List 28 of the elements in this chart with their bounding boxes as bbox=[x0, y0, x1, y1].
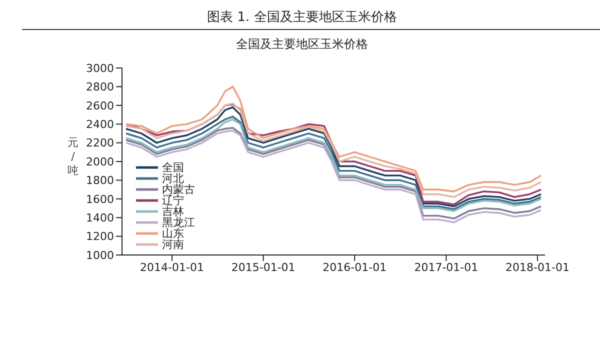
legend-label: 吉林 bbox=[162, 205, 184, 218]
y-tick-label: 2000 bbox=[86, 155, 114, 168]
y-tick-label: 2200 bbox=[86, 136, 114, 150]
y-tick-label: 2800 bbox=[86, 80, 114, 94]
y-tick-label: 1400 bbox=[86, 212, 114, 225]
y-tick-label: 2400 bbox=[86, 118, 114, 132]
y-tick-label: 1600 bbox=[86, 192, 114, 206]
x-tick-label: 2014-01-01 bbox=[140, 260, 204, 274]
line-series bbox=[125, 86, 542, 192]
legend-label: 河南 bbox=[162, 238, 184, 251]
chart-title: 图表 1. 全国及主要地区玉米价格 bbox=[206, 9, 398, 26]
y-tick-label: 2600 bbox=[86, 99, 114, 112]
chart-subtitle: 全国及主要地区玉米价格 bbox=[235, 36, 369, 53]
legend-label: 全国 bbox=[162, 161, 184, 174]
x-tick-label: 2018-01-01 bbox=[506, 260, 570, 274]
y-tick-label: 1200 bbox=[86, 230, 114, 244]
legend-label: 辽宁 bbox=[162, 194, 184, 207]
legend-label: 内蒙古 bbox=[162, 183, 195, 196]
y-tick-label: 1800 bbox=[86, 174, 114, 188]
x-tick-label: 2016-01-01 bbox=[322, 260, 387, 274]
x-tick-label: 2015-01-01 bbox=[231, 260, 296, 274]
legend-label: 山东 bbox=[162, 227, 184, 240]
y-axis-title: 元/吨 bbox=[66, 136, 80, 178]
legend-label: 黑龙江 bbox=[162, 216, 195, 229]
x-tick-label: 2017-01-01 bbox=[414, 260, 478, 274]
legend-label: 河北 bbox=[162, 172, 184, 185]
y-tick-label: 3000 bbox=[86, 62, 114, 75]
y-tick-label: 1000 bbox=[86, 248, 114, 262]
